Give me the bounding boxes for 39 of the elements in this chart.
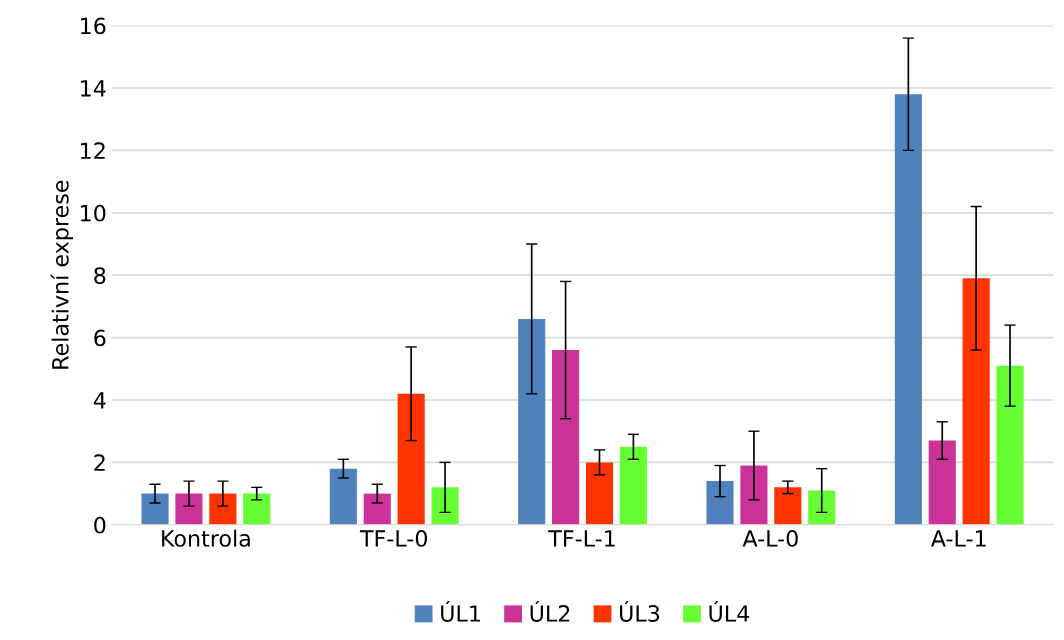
x-tick-label: Kontrola	[162, 529, 250, 547]
bar	[518, 318, 546, 525]
bar	[243, 493, 271, 525]
bar	[397, 393, 425, 525]
bar	[209, 493, 237, 525]
bar	[706, 481, 734, 525]
bar	[585, 462, 614, 525]
y-tick-label: 12	[81, 142, 105, 159]
legend-label: ÚL1	[441, 601, 480, 622]
legend-label: ÚL2	[530, 601, 570, 622]
legend-label: ÚL3	[620, 601, 660, 622]
x-tick-label: A-L-1	[930, 530, 986, 547]
y-tick-label: 4	[93, 392, 106, 409]
bar	[774, 487, 802, 525]
bar	[894, 94, 922, 525]
y-tick-label: 6	[94, 329, 106, 347]
x-tick-label: TF-L-0	[359, 530, 427, 547]
legend-label: ÚL4	[709, 601, 750, 622]
bar	[175, 493, 203, 525]
y-axis-title: Relativní exprese	[50, 180, 74, 369]
x-tick-label: TF-L-1	[548, 530, 615, 547]
x-tick-label: A-L-0	[742, 530, 798, 547]
bar	[740, 465, 768, 525]
y-tick-label: 16	[81, 17, 106, 35]
bar	[329, 468, 357, 525]
bar	[928, 440, 956, 525]
bar	[996, 365, 1024, 525]
y-tick-label: 14	[81, 80, 106, 97]
bar	[552, 350, 580, 525]
y-tick-label: 10	[81, 204, 106, 222]
bar	[363, 493, 391, 525]
y-tick-label: 8	[94, 267, 106, 284]
bar	[431, 487, 459, 525]
bar	[141, 493, 169, 525]
bar	[808, 490, 836, 525]
bar	[619, 446, 647, 525]
bar	[962, 278, 990, 525]
y-tick-label: 0	[94, 516, 106, 534]
y-tick-label: 2	[94, 454, 105, 471]
